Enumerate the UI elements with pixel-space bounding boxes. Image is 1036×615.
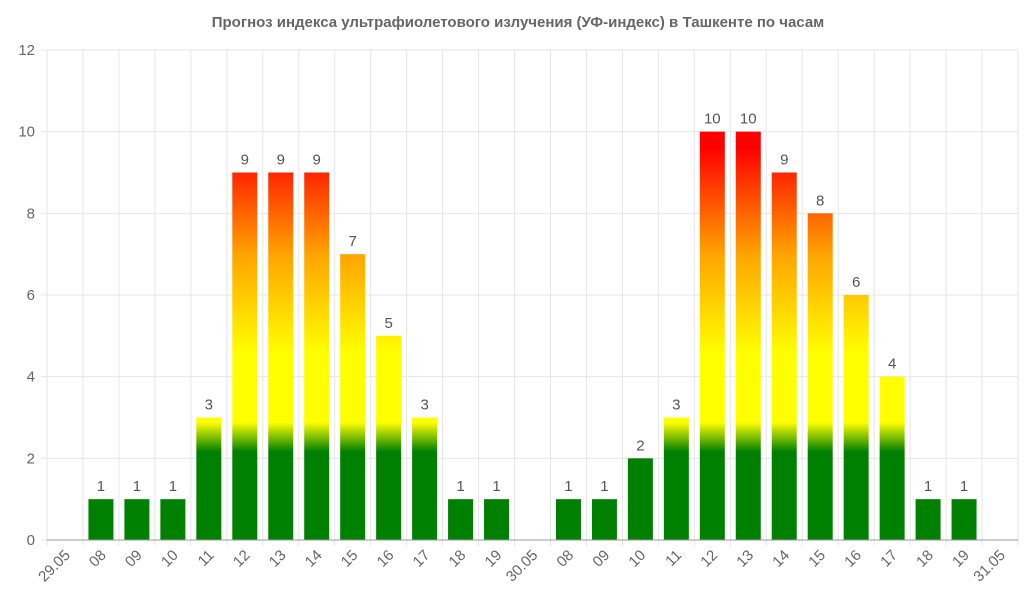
x-tick-label: 16 bbox=[841, 547, 865, 571]
bar bbox=[88, 499, 114, 540]
x-tick-label: 14 bbox=[769, 547, 793, 571]
bar bbox=[412, 417, 438, 540]
x-tick-label: 19 bbox=[949, 547, 973, 571]
bar bbox=[484, 499, 510, 540]
x-tick-label: 08 bbox=[86, 547, 110, 571]
data-label: 9 bbox=[241, 152, 249, 169]
data-label: 9 bbox=[313, 152, 321, 169]
data-label: 1 bbox=[924, 478, 932, 495]
y-tick-label: 12 bbox=[18, 42, 35, 59]
bar bbox=[627, 458, 653, 540]
x-tick-label: 18 bbox=[913, 547, 937, 571]
bar bbox=[915, 499, 941, 540]
data-label: 2 bbox=[636, 437, 644, 454]
bar bbox=[663, 417, 689, 540]
y-tick-label: 2 bbox=[27, 450, 35, 467]
bar bbox=[807, 213, 833, 541]
x-tick-label: 13 bbox=[266, 547, 290, 571]
bar bbox=[951, 499, 977, 540]
chart-title: Прогноз индекса ультрафиолетового излуче… bbox=[211, 14, 825, 31]
bar bbox=[376, 335, 402, 540]
x-tick-label: 17 bbox=[877, 547, 901, 571]
x-tick-label: 14 bbox=[302, 547, 326, 571]
bar bbox=[843, 295, 869, 540]
data-label: 10 bbox=[704, 111, 721, 128]
y-tick-label: 8 bbox=[27, 205, 35, 222]
bar bbox=[771, 172, 797, 540]
data-label: 6 bbox=[852, 274, 860, 291]
data-label: 9 bbox=[277, 152, 285, 169]
bar bbox=[268, 172, 294, 540]
bar bbox=[196, 417, 222, 540]
x-tick-label: 09 bbox=[122, 547, 146, 571]
x-tick-label: 08 bbox=[553, 547, 577, 571]
data-label: 4 bbox=[888, 356, 896, 373]
x-tick-label: 12 bbox=[697, 547, 721, 571]
data-label: 3 bbox=[672, 397, 680, 414]
bar bbox=[879, 376, 905, 540]
bar bbox=[340, 254, 366, 540]
x-tick-label: 31.05 bbox=[970, 547, 1009, 586]
data-label: 5 bbox=[384, 315, 392, 332]
x-tick-label: 15 bbox=[338, 547, 362, 571]
y-tick-label: 4 bbox=[27, 369, 35, 386]
x-tick-label: 15 bbox=[805, 547, 829, 571]
x-tick-label: 09 bbox=[589, 547, 613, 571]
data-label: 1 bbox=[600, 478, 608, 495]
data-labels: 1 1 1 3 9 9 9 7 5 3 1 1 1 1 2 3 10 10 9 8 6 4 1 1 bbox=[97, 111, 968, 495]
x-tick-label: 19 bbox=[482, 547, 506, 571]
bar bbox=[232, 172, 258, 540]
data-label: 1 bbox=[97, 478, 105, 495]
grid-lines bbox=[41, 49, 1019, 546]
bar bbox=[699, 131, 725, 540]
x-tick-label: 13 bbox=[733, 547, 757, 571]
data-label: 1 bbox=[960, 478, 968, 495]
bar bbox=[735, 131, 761, 540]
bar bbox=[160, 499, 186, 540]
x-tick-label: 17 bbox=[410, 547, 434, 571]
bar bbox=[591, 499, 617, 540]
bar bbox=[448, 499, 474, 540]
data-label: 7 bbox=[349, 233, 357, 250]
y-tick-label: 10 bbox=[18, 124, 35, 141]
bar-series bbox=[88, 131, 977, 541]
data-label: 8 bbox=[816, 192, 824, 209]
x-tick-label: 10 bbox=[158, 547, 182, 571]
x-tick-label: 29.05 bbox=[35, 547, 74, 586]
y-tick-label: 6 bbox=[27, 287, 35, 304]
x-tick-label: 12 bbox=[230, 547, 254, 571]
x-tick-label: 16 bbox=[374, 547, 398, 571]
x-tick-label: 30.05 bbox=[503, 547, 542, 586]
x-tick-label: 11 bbox=[662, 547, 685, 570]
data-label: 9 bbox=[780, 152, 788, 169]
x-tick-label: 11 bbox=[195, 547, 218, 570]
data-label: 1 bbox=[456, 478, 464, 495]
bar bbox=[555, 499, 581, 540]
data-label: 1 bbox=[133, 478, 141, 495]
bar bbox=[304, 172, 330, 540]
y-tick-label: 0 bbox=[27, 532, 35, 549]
data-label: 10 bbox=[740, 111, 757, 128]
data-label: 3 bbox=[420, 397, 428, 414]
bar bbox=[124, 499, 150, 540]
x-tick-label: 18 bbox=[446, 547, 470, 571]
x-tick-label: 10 bbox=[625, 547, 649, 571]
data-label: 1 bbox=[169, 478, 177, 495]
data-label: 3 bbox=[205, 397, 213, 414]
data-label: 1 bbox=[564, 478, 572, 495]
data-label: 1 bbox=[492, 478, 500, 495]
